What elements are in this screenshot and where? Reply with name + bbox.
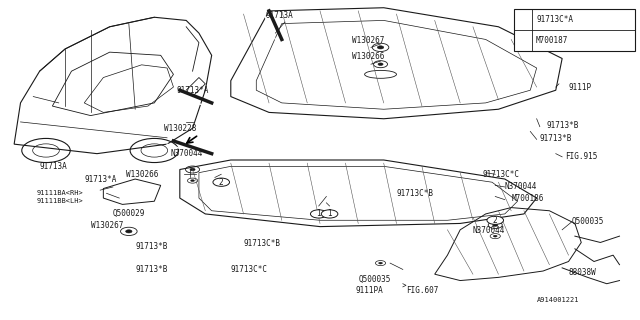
Circle shape [378, 46, 384, 49]
Text: N370044: N370044 [505, 181, 537, 190]
Circle shape [191, 180, 195, 181]
Text: 91713A: 91713A [40, 162, 67, 171]
Text: 91713*B: 91713*B [135, 242, 168, 251]
Text: 1: 1 [316, 209, 321, 219]
Text: 91713C*B: 91713C*B [244, 239, 280, 248]
Text: 91713C*B: 91713C*B [396, 189, 433, 198]
Text: W130266: W130266 [125, 170, 158, 179]
Text: N370044: N370044 [170, 149, 203, 158]
Text: 91111BA<RH>: 91111BA<RH> [36, 190, 83, 196]
Text: 1: 1 [327, 209, 332, 219]
Circle shape [310, 210, 327, 218]
Circle shape [516, 16, 531, 23]
Text: FIG.607: FIG.607 [406, 285, 438, 295]
Text: Q500035: Q500035 [358, 275, 390, 284]
Text: 91713*B: 91713*B [540, 134, 572, 143]
Text: 91713C*C: 91713C*C [483, 170, 520, 179]
Circle shape [493, 224, 498, 226]
Text: 91713*A: 91713*A [84, 174, 116, 184]
Text: N370044: N370044 [473, 226, 506, 235]
Text: 91713*B: 91713*B [135, 265, 168, 274]
Text: 2: 2 [493, 216, 498, 225]
Circle shape [516, 37, 531, 44]
Text: Q500029: Q500029 [113, 209, 145, 219]
Circle shape [378, 63, 383, 66]
Circle shape [487, 216, 504, 224]
Circle shape [190, 168, 195, 171]
Circle shape [321, 210, 338, 218]
FancyBboxPatch shape [515, 9, 636, 51]
Text: W130266: W130266 [352, 52, 384, 61]
Circle shape [493, 235, 497, 237]
Text: 91713*A: 91713*A [177, 86, 209, 95]
Text: 91713A: 91713A [266, 11, 294, 20]
Text: W130267: W130267 [91, 220, 123, 229]
Circle shape [379, 262, 383, 264]
Text: 9111PA: 9111PA [355, 285, 383, 295]
Text: M700187: M700187 [536, 36, 568, 45]
Text: M700186: M700186 [511, 194, 543, 203]
Text: 91713C*C: 91713C*C [231, 265, 268, 274]
Text: 91111BB<LH>: 91111BB<LH> [36, 198, 83, 204]
Text: 91713C*A: 91713C*A [536, 15, 573, 24]
Text: 91713*B: 91713*B [546, 121, 579, 130]
Text: 1: 1 [521, 17, 525, 23]
Text: W130228: W130228 [164, 124, 196, 133]
Text: 2: 2 [219, 178, 223, 187]
Text: 2: 2 [521, 37, 525, 43]
Circle shape [213, 178, 230, 186]
Text: A914001221: A914001221 [537, 297, 579, 303]
Text: 9111P: 9111P [568, 83, 591, 92]
Text: FIG.915: FIG.915 [565, 152, 598, 161]
Circle shape [125, 230, 132, 233]
Text: W130267: W130267 [352, 36, 384, 44]
Text: Q500035: Q500035 [572, 217, 604, 226]
Text: 88038W: 88038W [568, 268, 596, 277]
